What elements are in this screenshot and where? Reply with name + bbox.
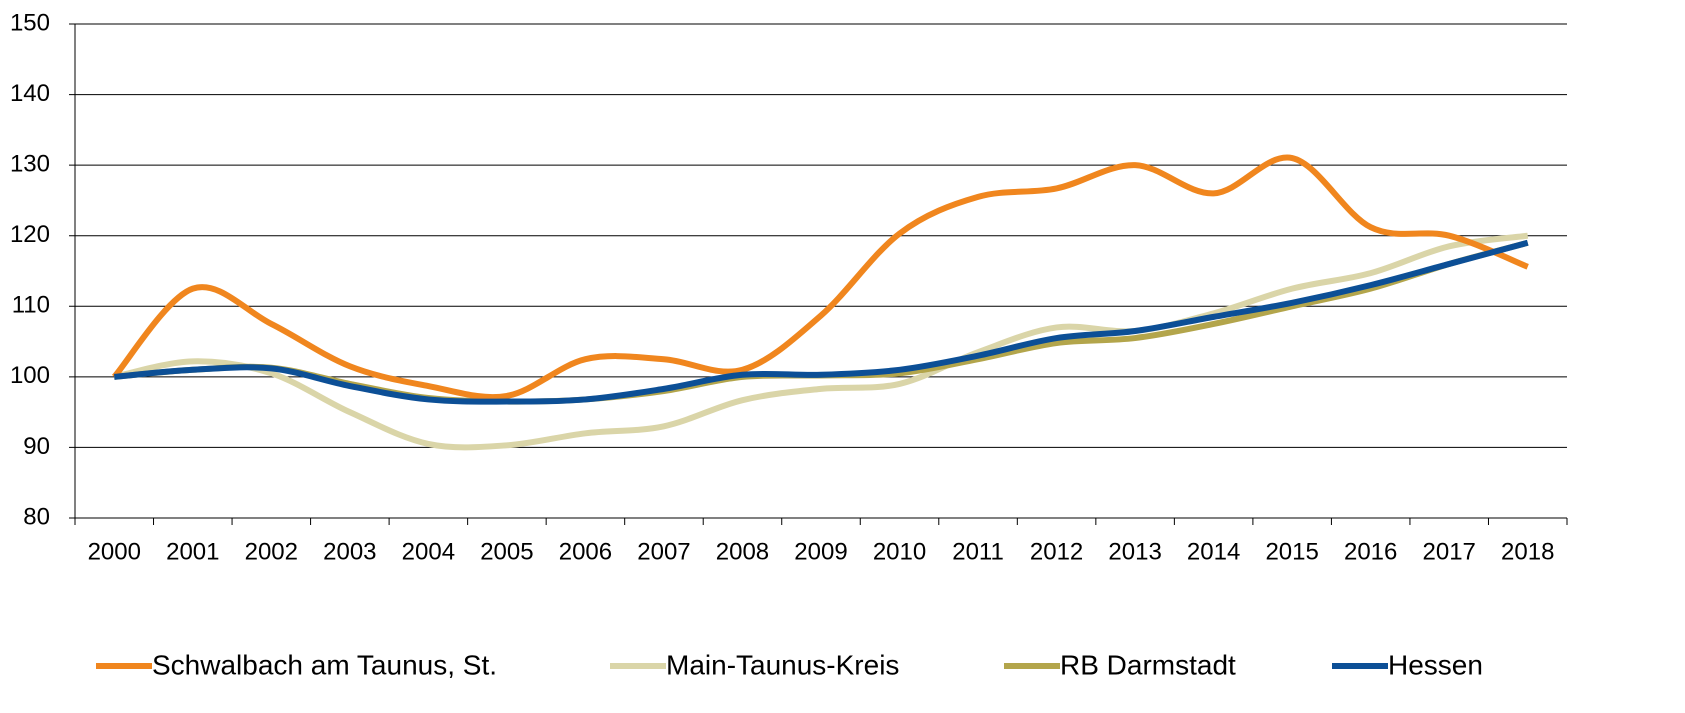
x-tick-label: 2003 (323, 538, 376, 565)
x-tick-label: 2010 (873, 538, 926, 565)
y-tick-label: 90 (23, 433, 50, 460)
x-tick-label: 2016 (1344, 538, 1397, 565)
legend-label: Hessen (1388, 649, 1483, 680)
y-tick-label: 100 (10, 362, 50, 389)
series-line (111, 154, 1529, 401)
y-tick-label: 130 (10, 150, 50, 177)
series-line (113, 239, 1529, 405)
x-tick-label: 2004 (402, 538, 455, 565)
x-tick-label: 2002 (245, 538, 298, 565)
x-tick-label: 2009 (794, 538, 847, 565)
x-tick-label: 2007 (637, 538, 690, 565)
y-tick-label: 120 (10, 221, 50, 248)
x-tick-label: 2001 (166, 538, 219, 565)
y-tick-label: 150 (10, 9, 50, 36)
x-tick-label: 2006 (559, 538, 612, 565)
legend-label: Schwalbach am Taunus, St. (152, 649, 497, 680)
x-tick-label: 2000 (88, 538, 141, 565)
y-tick-label: 140 (10, 80, 50, 107)
x-tick-label: 2018 (1501, 538, 1554, 565)
legend-label: Main-Taunus-Kreis (666, 649, 899, 680)
x-tick-label: 2014 (1187, 538, 1240, 565)
x-tick-label: 2015 (1265, 538, 1318, 565)
x-tick-label: 2017 (1423, 538, 1476, 565)
x-tick-label: 2013 (1108, 538, 1161, 565)
x-tick-label: 2012 (1030, 538, 1083, 565)
x-tick-label: 2008 (716, 538, 769, 565)
x-tick-label: 2011 (952, 538, 1004, 565)
x-tick-label: 2005 (480, 538, 533, 565)
legend-label: RB Darmstadt (1060, 649, 1236, 680)
y-tick-label: 80 (23, 503, 50, 530)
y-tick-label: 110 (12, 292, 50, 319)
series-line (113, 232, 1529, 451)
